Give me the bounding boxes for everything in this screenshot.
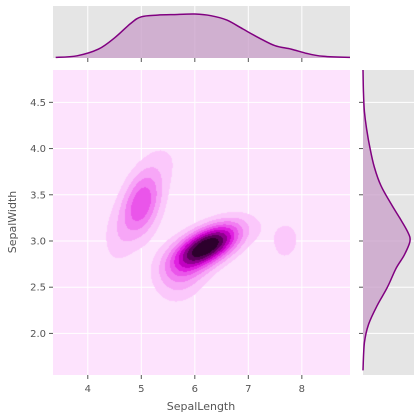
- x-tick-label: 8: [299, 384, 305, 395]
- marginal-y-density-line: [362, 69, 411, 371]
- kde-density-contours: [53, 70, 350, 375]
- x-tick-label: 5: [138, 384, 144, 395]
- y-tick-label: 4.0: [30, 144, 46, 155]
- y-tick-label: 3.0: [30, 236, 46, 247]
- marginal-x-density-line: [55, 13, 351, 59]
- y-axis-ticks: 2.0 2.5 3.0 3.5 4.0 4.5: [30, 98, 363, 340]
- x-tick-label: 6: [192, 384, 198, 395]
- y-tick-label: 3.5: [30, 190, 46, 201]
- x-tick-label: 7: [245, 384, 251, 395]
- y-tick-label: 4.5: [30, 98, 46, 109]
- y-axis-label: SepalWidth: [6, 191, 19, 254]
- marginal-y-density-fill: [363, 70, 411, 371]
- x-tick-label: 4: [85, 384, 91, 395]
- x-axis-label: SepalLength: [167, 400, 235, 413]
- y-tick-label: 2.0: [30, 329, 46, 340]
- x-axis-ticks: 4 5 6 7 8: [85, 58, 305, 395]
- y-tick-label: 2.5: [30, 283, 46, 294]
